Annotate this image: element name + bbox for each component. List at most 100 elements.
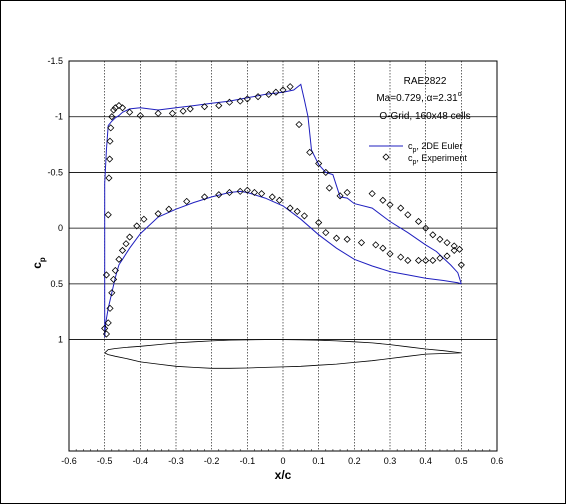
x-tick-label: 0.2 bbox=[348, 456, 361, 466]
data-series bbox=[101, 83, 465, 369]
y-axis-label-subscript: p bbox=[38, 257, 47, 262]
experiment-point bbox=[225, 188, 234, 197]
experiment-point bbox=[126, 233, 134, 241]
x-tick-label: -0.2 bbox=[204, 456, 220, 466]
experiment-point bbox=[322, 229, 330, 237]
experiment-point bbox=[450, 242, 458, 250]
experiment-point bbox=[368, 190, 376, 198]
plot-border bbox=[68, 60, 498, 452]
legend-exp-text: , Experiment bbox=[416, 153, 467, 163]
experiment-point bbox=[165, 205, 173, 213]
experiment-point bbox=[404, 211, 412, 219]
x-tick-label: -0.5 bbox=[97, 456, 113, 466]
experiment-point bbox=[357, 239, 366, 247]
experiment-point bbox=[343, 188, 351, 197]
legend-entry-experiment: cp, Experiment bbox=[408, 153, 467, 166]
experiment-point bbox=[236, 97, 244, 105]
experiment-point bbox=[422, 256, 430, 265]
experiment-point bbox=[332, 234, 341, 242]
experiment-point bbox=[215, 102, 223, 110]
x-tick-label: -0.1 bbox=[240, 456, 256, 466]
experiment-point bbox=[268, 193, 276, 201]
x-tick-label: -0.3 bbox=[168, 456, 184, 466]
series-airfoil bbox=[104, 339, 462, 369]
experiment-point bbox=[254, 93, 262, 101]
legend-euler-sub: p bbox=[413, 147, 417, 154]
experiment-point bbox=[106, 155, 114, 163]
experiment-point bbox=[279, 86, 287, 94]
annotation-alpha-symbol: α bbox=[427, 93, 433, 104]
y-tick-label: -1.5 bbox=[47, 56, 63, 66]
experiment-point bbox=[179, 107, 187, 115]
experiment-point bbox=[107, 124, 115, 132]
series-euler bbox=[104, 83, 462, 338]
experiment-point bbox=[343, 235, 351, 243]
experiment-point bbox=[286, 204, 294, 212]
experiment-point bbox=[250, 188, 259, 197]
experiment-point bbox=[186, 105, 194, 113]
y-axis-label-text: cp bbox=[30, 257, 47, 269]
experiment-point bbox=[429, 231, 437, 239]
experiment-point bbox=[243, 95, 251, 103]
experiment-point bbox=[200, 193, 209, 201]
legend: cp, 2DE Euler cp, Experiment bbox=[369, 141, 467, 166]
experiment-point bbox=[225, 98, 234, 106]
legend-euler-prefix: c bbox=[408, 141, 413, 151]
x-tick-label: 0 bbox=[280, 456, 285, 466]
experiment-point bbox=[295, 120, 303, 129]
experiment-point bbox=[436, 235, 444, 243]
legend-entry-euler: cp, 2DE Euler bbox=[408, 141, 462, 154]
experiment-point bbox=[154, 109, 162, 117]
experiment-point bbox=[122, 240, 130, 248]
experiment-point bbox=[443, 252, 451, 260]
experiment-point bbox=[306, 148, 314, 156]
experiment-point bbox=[436, 254, 444, 262]
x-tick-label: 0.3 bbox=[384, 456, 397, 466]
experiment-point bbox=[154, 210, 162, 218]
experiment-point bbox=[422, 224, 430, 232]
experiment-point bbox=[315, 159, 323, 168]
experiment-point bbox=[118, 104, 127, 112]
x-tick-label: 0.6 bbox=[491, 456, 504, 466]
experiment-point bbox=[300, 212, 308, 220]
x-tick-label: -0.4 bbox=[133, 456, 149, 466]
experiment-point bbox=[104, 319, 112, 327]
experiment-point bbox=[111, 266, 119, 275]
y-tick-label: 1 bbox=[58, 335, 63, 345]
annotation-condition: Ma=0.729, α=2.31o bbox=[376, 91, 461, 104]
x-axis-ticks: -0.6 -0.5 -0.4 -0.3 -0.2 -0.1 0 0.1 0.2 0.3 0.4 0.5… bbox=[61, 449, 503, 466]
legend-exp-sub: p bbox=[413, 159, 417, 166]
y-axis-ticks: -1.5 -1 -0.5 0 0.5 1 bbox=[47, 56, 63, 345]
annotation-mach: Ma=0.729, bbox=[376, 93, 426, 104]
experiment-point bbox=[379, 244, 387, 252]
experiment-point bbox=[272, 88, 280, 96]
experiment-point bbox=[457, 261, 465, 269]
experiment-point bbox=[101, 324, 109, 332]
legend-exp-prefix: c bbox=[408, 153, 413, 163]
experiment-point bbox=[372, 241, 380, 249]
experiment-point bbox=[315, 219, 323, 227]
experiment-point bbox=[115, 102, 123, 110]
experiment-point bbox=[110, 275, 118, 283]
experiment-point bbox=[379, 196, 387, 204]
experiment-point bbox=[104, 211, 112, 219]
experiment-point bbox=[108, 113, 116, 121]
x-axis-label: x/c bbox=[275, 468, 292, 482]
annotation-title: RAE2822 bbox=[404, 76, 447, 87]
legend-euler-text: , 2DE Euler bbox=[416, 141, 462, 151]
y-tick-label: -0.5 bbox=[47, 167, 63, 177]
annotation-alpha-value: =2.31 bbox=[432, 93, 458, 104]
series-experiment bbox=[101, 83, 465, 338]
x-tick-label: 0.5 bbox=[455, 456, 468, 466]
experiment-point bbox=[275, 196, 283, 204]
experiment-point bbox=[397, 253, 405, 261]
experiment-point bbox=[115, 255, 123, 263]
experiment-point bbox=[443, 239, 451, 247]
experiment-point bbox=[404, 256, 412, 265]
experiment-point bbox=[106, 304, 114, 312]
experiment-point bbox=[183, 197, 191, 205]
y-axis-label: cp bbox=[30, 257, 47, 269]
experiment-point bbox=[286, 83, 294, 91]
